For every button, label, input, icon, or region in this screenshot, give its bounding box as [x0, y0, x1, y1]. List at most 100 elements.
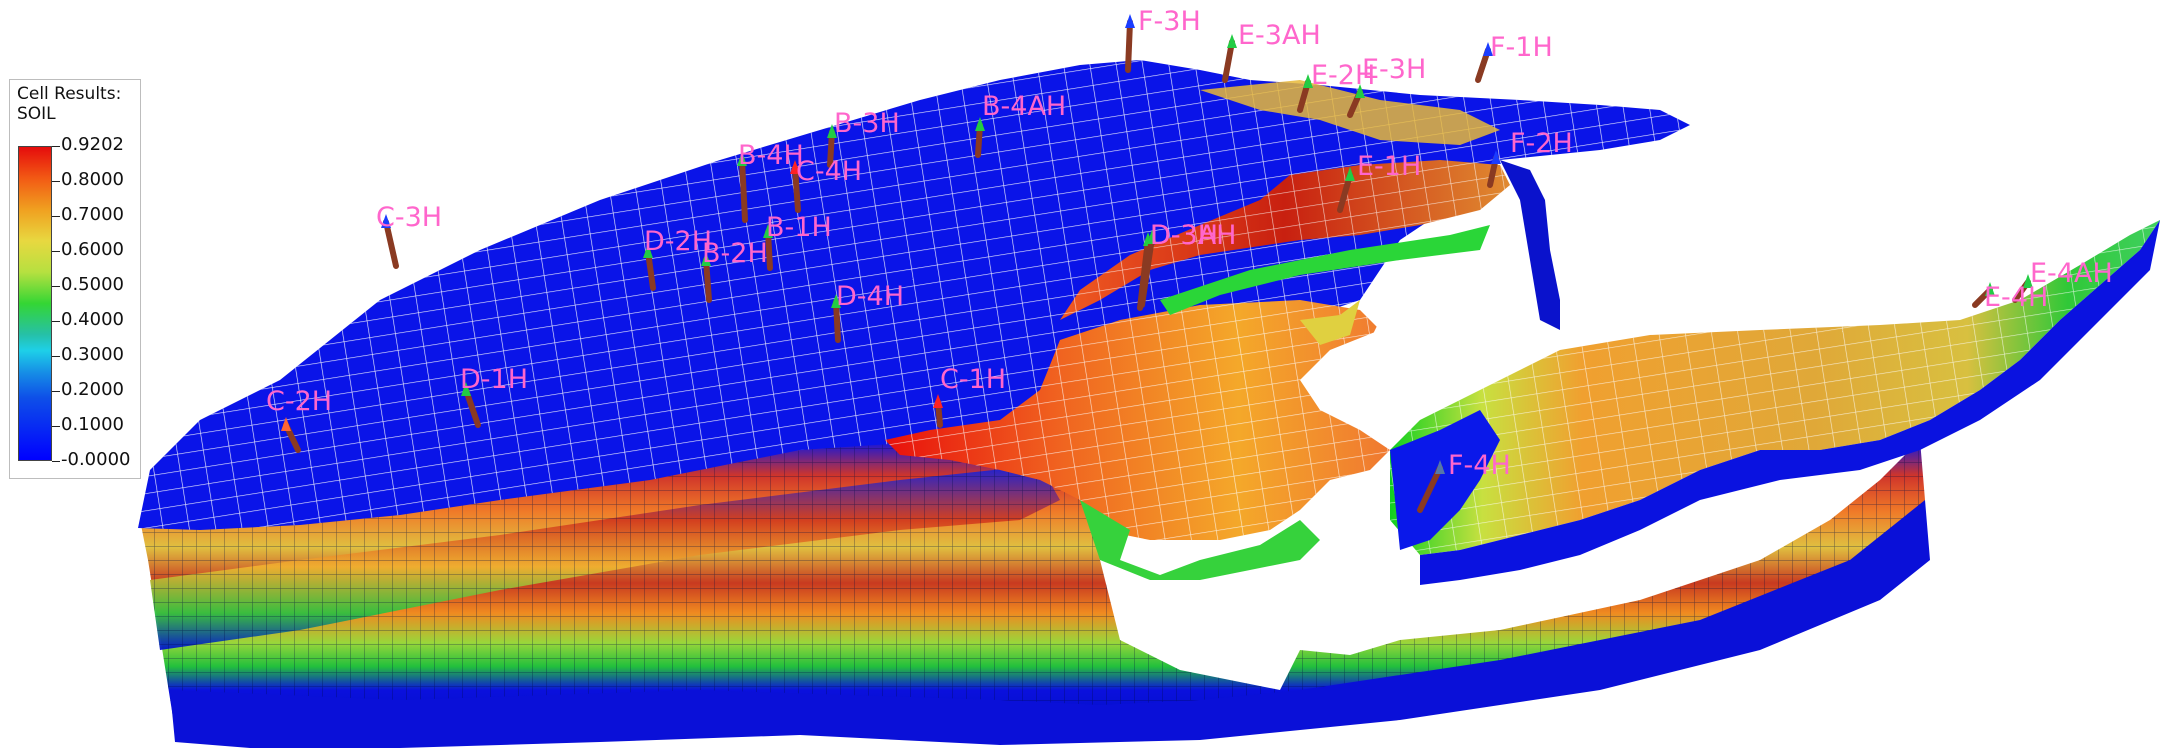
well-b-1h[interactable] — [763, 224, 773, 271]
well-d-2h[interactable] — [643, 244, 656, 291]
well-label[interactable]: D-3AH — [1150, 220, 1236, 251]
well-b-4h[interactable] — [737, 152, 748, 223]
well-trajectory — [1139, 235, 1155, 308]
fault-cliff — [1500, 160, 1560, 330]
legend-tick-label: 0.2000 — [61, 379, 124, 400]
well-c-4h[interactable] — [790, 160, 801, 213]
well-label[interactable]: C-1H — [940, 364, 1006, 395]
upper-ridge-mesh — [1060, 160, 1510, 320]
legend-tick-mark — [52, 181, 60, 182]
well-head-icon — [643, 244, 653, 258]
well-label[interactable]: D-2H — [644, 226, 712, 257]
legend-tick-mark — [52, 391, 60, 392]
model-base — [170, 500, 1930, 748]
well-head-icon — [1435, 460, 1445, 474]
well-head-icon — [763, 224, 773, 238]
well-label[interactable]: C-2H — [266, 386, 332, 417]
well-trajectory — [792, 165, 801, 213]
color-legend: Cell Results: SOIL 0.9202 0.8000 0.7000 0.6… — [9, 79, 141, 479]
legend-tick-mark — [52, 321, 60, 322]
well-label[interactable]: E-3H — [1362, 54, 1426, 85]
well-label[interactable]: C-4H — [796, 156, 862, 187]
legend-tick-mark — [52, 426, 60, 427]
well-label[interactable]: D-1H — [460, 364, 528, 395]
well-b-2h[interactable] — [701, 252, 712, 303]
well-e-3h[interactable] — [1347, 84, 1365, 118]
well-c-3h[interactable] — [381, 214, 399, 269]
well-label[interactable]: B-2H — [702, 238, 768, 269]
well-head-icon — [1303, 74, 1313, 88]
transition-green-patch — [1080, 500, 1320, 580]
legend-tick-mark — [52, 286, 60, 287]
well-f-2h[interactable] — [1487, 150, 1501, 188]
legend-tick-mark — [52, 356, 60, 357]
legend-tick-mark — [52, 146, 60, 147]
well-c-1h[interactable] — [933, 394, 943, 428]
well-e-4h[interactable] — [1972, 282, 1995, 308]
well-head-icon — [2023, 274, 2033, 288]
well-f-1h[interactable] — [1475, 42, 1493, 83]
front-band-mesh — [150, 465, 1060, 650]
well-c-2h[interactable] — [281, 417, 301, 453]
well-label[interactable]: E-4AH — [2030, 258, 2113, 289]
well-trajectory — [739, 157, 748, 223]
well-head-icon — [1147, 230, 1157, 244]
well-label[interactable]: F-1H — [1490, 32, 1553, 63]
transition-yellow-patch — [1300, 300, 1360, 345]
well-head-icon — [281, 417, 291, 431]
legend-title: Cell Results: — [17, 84, 122, 104]
well-label[interactable]: F-4H — [1448, 450, 1511, 481]
well-label[interactable]: B-3H — [834, 108, 900, 139]
well-d-1h[interactable] — [461, 382, 481, 428]
well-b-4ah[interactable] — [975, 117, 985, 158]
right-arm-blue-inner — [1390, 410, 1500, 550]
well-head-icon — [1483, 42, 1493, 56]
well-label[interactable]: E-2H — [1311, 60, 1375, 91]
well-e-1h[interactable] — [1337, 167, 1355, 213]
legend-tick-label: 0.3000 — [61, 344, 124, 365]
legend-tick-label: 0.5000 — [61, 274, 124, 295]
well-f-4h[interactable] — [1417, 460, 1445, 513]
well-label[interactable]: C-3H — [376, 202, 442, 233]
legend-tick-label: 0.1000 — [61, 414, 124, 435]
right-arm-mesh — [1390, 220, 2160, 555]
well-trajectory — [833, 299, 841, 343]
legend-tick-mark — [52, 216, 60, 217]
well-label[interactable]: B-4H — [738, 140, 804, 171]
well-trajectory — [1417, 465, 1443, 513]
well-label[interactable]: B-4AH — [982, 91, 1066, 122]
well-label[interactable]: D-3H — [1150, 220, 1218, 251]
well-d-3h[interactable] — [1139, 230, 1157, 308]
well-label[interactable]: E-3AH — [1238, 20, 1321, 51]
well-head-icon — [1227, 34, 1237, 48]
right-arm-blue-edge — [1420, 220, 2160, 585]
well-e-2h[interactable] — [1297, 74, 1313, 113]
well-label[interactable]: F-3H — [1138, 6, 1201, 37]
legend-tick-mark — [52, 251, 60, 252]
well-head-icon — [790, 160, 800, 174]
well-label[interactable]: F-2H — [1510, 128, 1573, 159]
well-head-icon — [1345, 167, 1355, 181]
legend-tick-label: -0.0000 — [61, 449, 131, 470]
legend-tick-label: 0.6000 — [61, 239, 124, 260]
well-e-4ah[interactable] — [2012, 274, 2033, 303]
well-f-3h[interactable] — [1125, 14, 1135, 73]
well-label[interactable]: B-1H — [766, 212, 832, 243]
well-d-4h[interactable] — [831, 294, 841, 343]
well-label[interactable]: E-1H — [1357, 151, 1421, 182]
legend-tick-label: 0.7000 — [61, 204, 124, 225]
upper-ridge-green — [1160, 225, 1490, 315]
legend-tick-mark — [52, 461, 60, 462]
legend-tick-label: 0.8000 — [61, 169, 124, 190]
well-label[interactable]: E-4H — [1984, 282, 2048, 313]
well-b-3h[interactable] — [827, 124, 837, 168]
well-label[interactable]: D-4H — [836, 281, 904, 312]
well-e-3ah[interactable] — [1222, 34, 1237, 83]
legend-tick-label: 0.9202 — [61, 134, 124, 155]
well-head-icon — [461, 382, 471, 396]
legend-result-name: SOIL — [17, 104, 56, 124]
legend-tick-label: 0.4000 — [61, 309, 124, 330]
well-labels-layer: F-3H E-3AH E-2HE-3H F-1H B-3H B-4AH B-4H F-2H E-… — [266, 6, 2113, 481]
